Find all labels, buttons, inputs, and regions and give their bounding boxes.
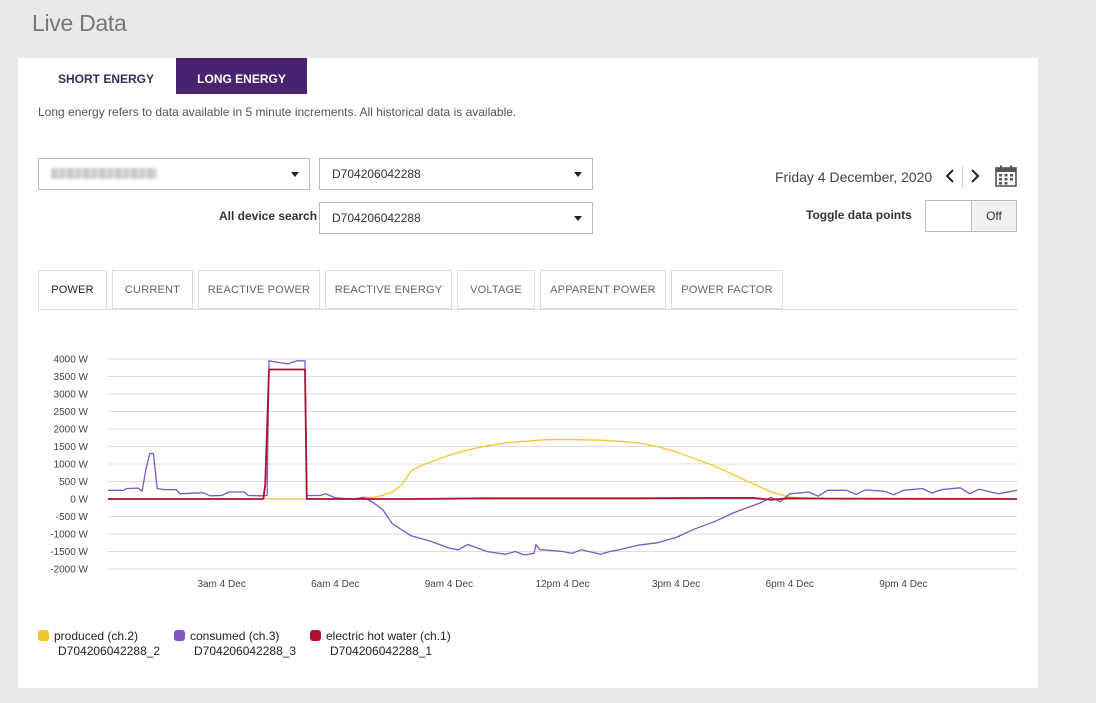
device-select[interactable]: D704206042288: [319, 158, 593, 190]
series-line-hot-water: [108, 368, 1018, 501]
power-line-chart: -2000 W -1500 W -1000 W -500 W 0 W 500 W 1000 …: [50, 355, 1018, 590]
toggle-data-points-state: Off: [971, 201, 1016, 231]
y-tick-label: 2000 W: [54, 425, 89, 436]
tab-reactive-energy[interactable]: REACTIVE ENERGY: [325, 270, 452, 309]
series-line-consumed: [108, 360, 1018, 556]
toggle-data-points-label: Toggle data points: [806, 208, 912, 222]
y-tick-label: -2000 W: [50, 565, 88, 576]
y-tick-label: 1000 W: [54, 460, 89, 471]
legend-hot-water[interactable]: electric hot water (ch.1) D704206042288_…: [310, 629, 451, 658]
y-tick-label: 500 W: [59, 477, 88, 488]
legend-swatch-hot-water: [310, 630, 321, 641]
caret-down-icon: [574, 216, 582, 221]
all-device-search-select[interactable]: D704206042288: [319, 202, 593, 234]
tab-power-factor[interactable]: POWER FACTOR: [671, 270, 783, 309]
x-tick-label: 6am 4 Dec: [311, 579, 359, 590]
caret-down-icon: [574, 172, 582, 177]
tab-power[interactable]: POWER: [38, 270, 107, 310]
legend-label-produced: produced (ch.2): [54, 629, 139, 643]
x-tick-label: 3pm 4 Dec: [652, 579, 700, 590]
y-tick-label: 3500 W: [54, 372, 89, 383]
legend-device-produced: D704206042288_2: [58, 644, 161, 658]
legend-label-consumed: consumed (ch.3): [190, 629, 280, 643]
next-day-button[interactable]: [968, 166, 982, 186]
caret-down-icon: [291, 172, 299, 177]
legend-device-consumed: D704206042288_3: [194, 644, 297, 658]
tab-short-energy[interactable]: SHORT ENERGY: [57, 72, 154, 86]
prev-day-button[interactable]: [943, 166, 957, 186]
tab-current[interactable]: CURRENT: [112, 270, 193, 309]
tab-reactive-power[interactable]: REACTIVE POWER: [198, 270, 320, 309]
tab-long-energy[interactable]: LONG ENERGY: [176, 58, 307, 94]
legend-produced[interactable]: produced (ch.2) D704206042288_2: [38, 629, 160, 658]
tab-apparent-power[interactable]: APPARENT POWER: [540, 270, 666, 309]
x-tick-label: 12pm 4 Dec: [536, 579, 590, 590]
y-tick-label: -500 W: [56, 512, 89, 523]
tab-bar-divider: [38, 309, 1018, 310]
chevron-right-icon: [971, 169, 980, 183]
selected-date: Friday 4 December, 2020: [775, 169, 933, 185]
legend-consumed[interactable]: consumed (ch.3) D704206042288_3: [174, 629, 296, 658]
page-title: Live Data: [32, 10, 127, 36]
nav-divider: [962, 166, 963, 188]
long-energy-description: Long energy refers to data available in …: [38, 105, 517, 119]
y-tick-label: -1000 W: [50, 530, 88, 541]
y-tick-label: 0 W: [70, 495, 88, 506]
site-select[interactable]: [38, 158, 310, 190]
legend-label-hot-water: electric hot water (ch.1): [326, 629, 451, 643]
x-tick-label: 9pm 4 Dec: [879, 579, 927, 590]
chevron-left-icon: [945, 169, 954, 183]
x-tick-label: 9am 4 Dec: [425, 579, 473, 590]
calendar-icon: [995, 165, 1017, 187]
legend-device-hot-water: D704206042288_1: [330, 644, 433, 658]
x-tick-label: 6pm 4 Dec: [766, 579, 814, 590]
device-select-value: D704206042288: [332, 167, 421, 181]
y-tick-label: 2500 W: [54, 407, 89, 418]
y-tick-label: 4000 W: [54, 355, 89, 366]
toggle-data-points-switch[interactable]: Off: [925, 200, 1017, 232]
y-tick-label: 3000 W: [54, 390, 89, 401]
all-device-search-label: All device search: [219, 209, 318, 223]
series-line-produced: [108, 438, 1017, 500]
legend-swatch-produced: [38, 630, 49, 641]
legend-swatch-consumed: [174, 630, 185, 641]
y-tick-label: 1500 W: [54, 442, 89, 453]
x-tick-label: 3am 4 Dec: [197, 579, 245, 590]
all-device-search-value: D704206042288: [332, 211, 421, 225]
redacted-site-name: [51, 168, 157, 180]
calendar-button[interactable]: [995, 165, 1017, 187]
tab-voltage[interactable]: VOLTAGE: [457, 270, 535, 309]
y-tick-label: -1500 W: [50, 547, 88, 558]
live-data-card: SHORT ENERGY LONG ENERGY Long energy ref…: [18, 58, 1038, 688]
